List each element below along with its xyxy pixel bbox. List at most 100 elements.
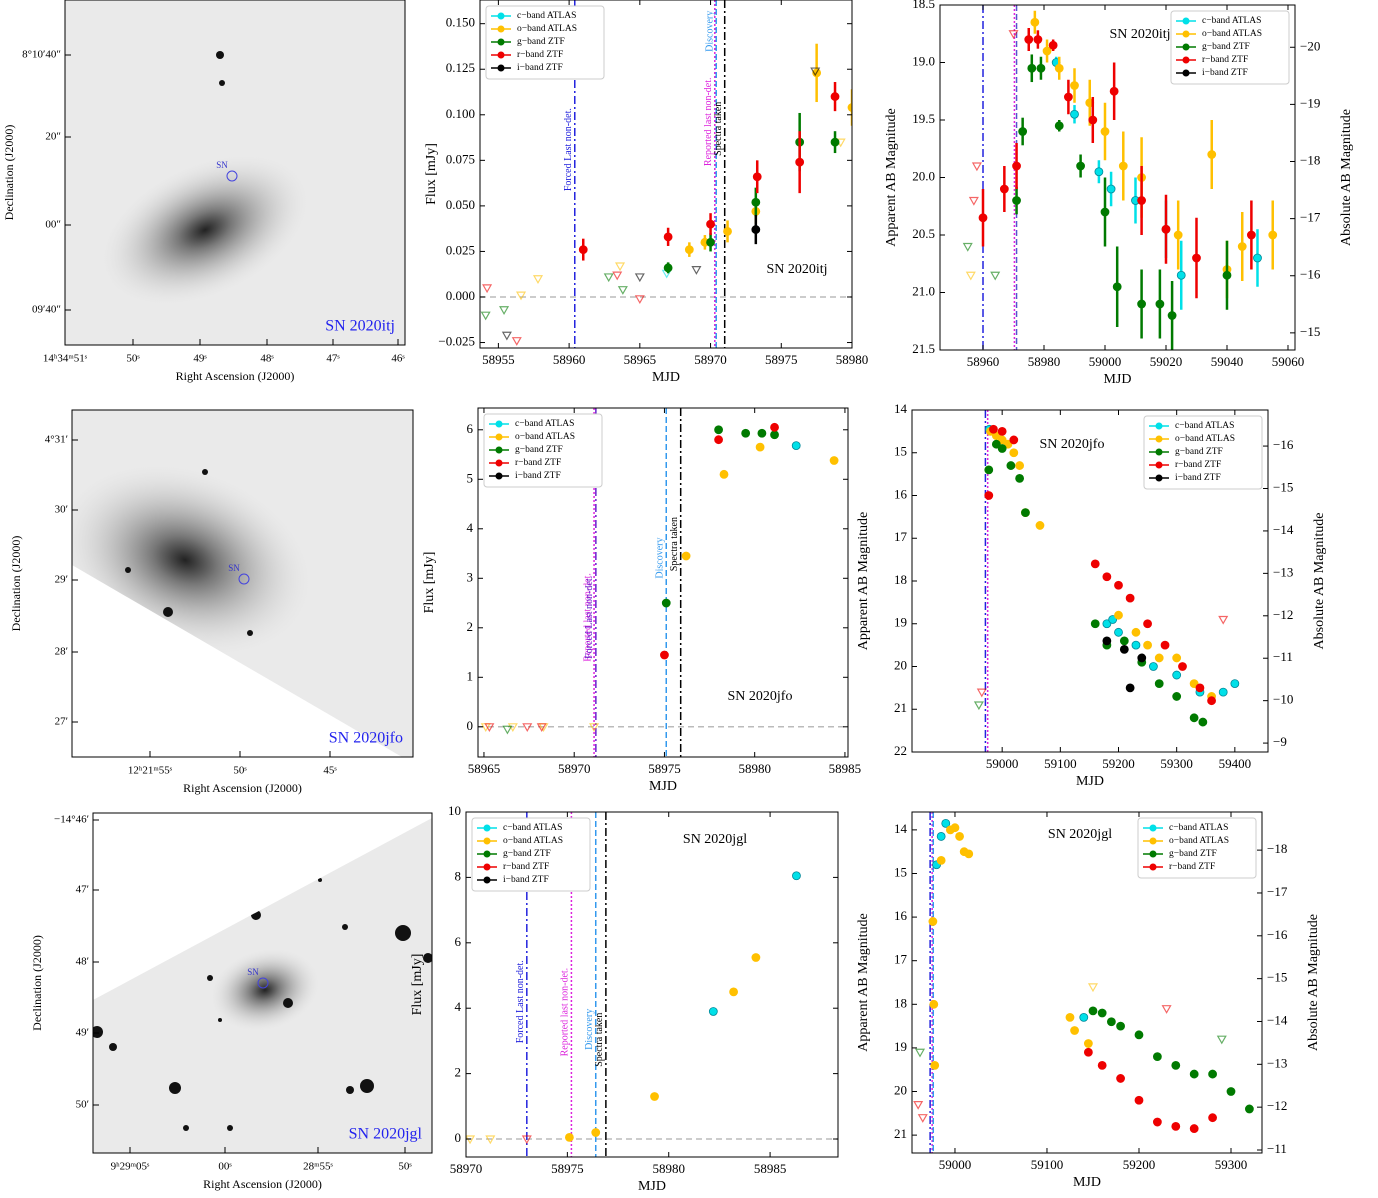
y-tick-label: 47′: [76, 884, 89, 896]
upper-limit: [521, 1135, 532, 1145]
sn-marker: [226, 170, 238, 182]
y2-tick-label: −15: [1300, 324, 1320, 339]
star: [423, 953, 432, 963]
data-point: [1134, 1030, 1144, 1040]
legend-box: [483, 413, 603, 488]
data-point: [1003, 439, 1013, 449]
sky-image: SN SN 2020jfo 12ʰ21ᵐ55ˢ 50ˢ 45ˢ 4°31′ 30′ 29′ 28…: [9, 409, 414, 795]
upper-limit: [634, 295, 645, 305]
vertical-line-label: Spectra taken: [594, 1013, 605, 1067]
data-point: [1171, 1122, 1181, 1131]
x-tick-label: 59400: [1219, 756, 1252, 771]
legend-marker: [497, 12, 505, 20]
upper-limit: [522, 723, 533, 733]
x-tick-label: 46ˢ: [391, 353, 405, 365]
image-frame: [71, 409, 414, 758]
data-point: [757, 428, 767, 438]
y-axis-label: Flux [mJy]: [410, 954, 425, 1016]
data-point: [1137, 653, 1147, 663]
data-point: [936, 832, 946, 841]
y-tick-label: 19: [894, 1039, 907, 1054]
data-point: [1100, 207, 1110, 217]
x-tick-label: 58980: [836, 352, 869, 367]
data-point: [729, 987, 738, 997]
y2-tick-label: −17: [1300, 210, 1321, 225]
data-point: [999, 184, 1009, 194]
y-tick-label: 19.0: [912, 53, 935, 68]
data-point: [564, 1132, 574, 1142]
y-tick-label: 21: [894, 700, 907, 715]
data-point: [1070, 1026, 1079, 1035]
legend-marker: [483, 837, 491, 845]
data-point: [1131, 627, 1141, 637]
y-tick-label: 20″: [45, 131, 61, 143]
data-point: [829, 456, 839, 465]
data-point: [984, 491, 994, 500]
data-point: [1079, 1012, 1089, 1022]
data-point: [650, 1092, 659, 1101]
plot-area: [478, 408, 848, 757]
star: [346, 1086, 354, 1094]
upper-limit: [536, 723, 547, 733]
x-tick-label: 58980: [1028, 354, 1061, 369]
upper-limit: [691, 266, 702, 275]
legend-marker: [497, 38, 505, 46]
legend-box: [1137, 817, 1257, 879]
y2-tick-label: −16: [1267, 927, 1288, 942]
x-tick-label: 58975: [551, 1161, 584, 1176]
data-point: [792, 871, 801, 881]
data-point: [1192, 253, 1201, 263]
data-point: [997, 435, 1007, 445]
data-point: [1114, 627, 1123, 637]
x-axis-label: MJD: [1076, 774, 1104, 789]
y-tick-label: 8: [455, 868, 462, 883]
y-tick-label: 17: [894, 952, 908, 967]
upper-limit: [1087, 983, 1099, 993]
data-point: [578, 245, 588, 255]
upper-limit: [603, 273, 614, 283]
star: [202, 469, 208, 475]
legend-marker: [1182, 30, 1190, 38]
legend-label: g−band ZTF: [503, 849, 551, 859]
x-tick-label: 58970: [558, 761, 591, 776]
y-tick-label: 17: [894, 529, 908, 544]
upper-limit: [480, 311, 491, 321]
data-point: [1018, 127, 1028, 136]
y-tick-label: 16: [894, 908, 908, 923]
x-tick-label: 59000: [1089, 354, 1122, 369]
x-tick-label: 59100: [1044, 756, 1077, 771]
y-tick-label: 20.5: [912, 226, 935, 241]
y-tick-label: 2: [467, 619, 474, 634]
legend-box: [1170, 10, 1290, 85]
data-point: [1208, 1069, 1217, 1079]
data-point: [1054, 63, 1064, 73]
image-frame: [64, 0, 406, 346]
x-tick-label: 58985: [829, 761, 862, 776]
plot-frame: [911, 409, 1269, 753]
data-point: [751, 953, 761, 962]
x-tick-label: 59040: [1211, 354, 1244, 369]
y-tick-label: 0.000: [446, 288, 475, 303]
data-point: [1167, 311, 1177, 320]
data-point: [1114, 580, 1123, 590]
y2-tick-label: −17: [1267, 884, 1288, 899]
image-label: SN 2020jfo: [329, 730, 403, 747]
legend-box: [471, 817, 591, 892]
data-point: [751, 225, 761, 234]
data-point: [1035, 521, 1045, 530]
star: [93, 1026, 103, 1038]
legend-marker: [495, 472, 503, 480]
data-point: [1012, 161, 1021, 171]
annotation: SN 2020jfo: [1040, 437, 1105, 452]
legend-marker: [495, 446, 503, 454]
y-tick-label: 21: [894, 1126, 907, 1141]
data-point: [1230, 679, 1240, 688]
x-tick-label: 59200: [1123, 1157, 1156, 1172]
data-point: [1119, 636, 1129, 646]
data-point: [1189, 679, 1199, 688]
data-point: [755, 442, 765, 452]
data-point: [660, 650, 669, 660]
x-tick-label: 49ˢ: [193, 353, 207, 365]
vertical-line-label: Forced Last non-det.: [563, 108, 574, 191]
data-point: [1125, 593, 1135, 603]
